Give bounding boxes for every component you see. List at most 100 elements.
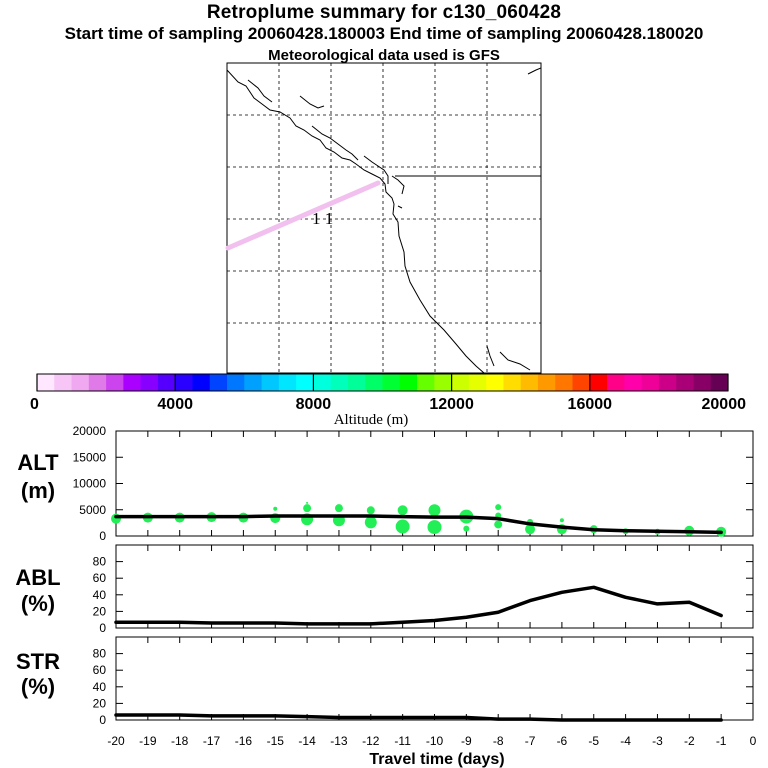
x-tick-label: -3 bbox=[652, 734, 663, 748]
scatter-point bbox=[494, 520, 503, 529]
colorbar-swatch bbox=[399, 374, 418, 391]
x-tick-label: -9 bbox=[461, 734, 472, 748]
x-tick-label: -1 bbox=[716, 734, 727, 748]
colorbar-swatch bbox=[451, 374, 470, 391]
sampling-times: Start time of sampling 20060428.180003 E… bbox=[64, 24, 704, 43]
colorbar-swatch bbox=[296, 374, 314, 391]
scatter-point bbox=[463, 525, 470, 532]
panel-alt: ALT (m) 20000 15000 10000 5000 0 bbox=[17, 424, 754, 543]
y-tick-label: 40 bbox=[93, 588, 107, 602]
met-data-note: Meteorological data used is GFS bbox=[268, 47, 500, 64]
chart-title: Retroplume summary for c130_060428 bbox=[206, 2, 562, 23]
colorbar-tick-label: 0 bbox=[30, 396, 39, 413]
scatter-point bbox=[395, 519, 410, 534]
scatter-point bbox=[397, 505, 408, 516]
x-tick-label: -15 bbox=[267, 734, 285, 748]
colorbar-swatch bbox=[123, 374, 142, 391]
scatter-point bbox=[334, 504, 343, 513]
x-tick-label: -6 bbox=[557, 734, 568, 748]
colorbar-swatch bbox=[572, 374, 591, 391]
panel-unit: (%) bbox=[21, 591, 55, 616]
y-tick-label: 10000 bbox=[73, 477, 107, 491]
x-tick-label: -18 bbox=[171, 734, 189, 748]
colorbar-tick-label: 20000 bbox=[702, 396, 747, 413]
x-tick-label: -13 bbox=[330, 734, 348, 748]
y-tick-label: 20 bbox=[93, 696, 107, 710]
x-tick-label: -8 bbox=[493, 734, 504, 748]
y-tick-label: 20 bbox=[93, 604, 107, 618]
colorbar-swatch bbox=[417, 374, 435, 391]
panel-frame bbox=[115, 544, 754, 629]
x-tick-label: -16 bbox=[235, 734, 253, 748]
x-tick-label: -20 bbox=[107, 734, 125, 748]
y-tick-label: 80 bbox=[93, 555, 107, 569]
colorbar-swatch bbox=[37, 374, 55, 391]
colorbar-swatch bbox=[209, 374, 228, 391]
colorbar-tick-label: 8000 bbox=[296, 396, 332, 413]
colorbar-swatch bbox=[244, 374, 263, 391]
panel-frame bbox=[115, 636, 754, 721]
panel-unit: (%) bbox=[21, 674, 55, 699]
scatter-point bbox=[495, 504, 502, 511]
colorbar-swatch bbox=[624, 374, 643, 391]
x-tick-label: -12 bbox=[362, 734, 380, 748]
series-line-alt bbox=[114, 514, 723, 535]
x-tick-label: -11 bbox=[394, 734, 411, 748]
panel-abl: ABL(%) 80 60 40 20 0 bbox=[15, 544, 754, 635]
x-axis-label: Travel time (days) bbox=[369, 751, 504, 768]
colorbar-swatch bbox=[365, 374, 383, 391]
colorbar-swatch bbox=[555, 374, 574, 391]
colorbar-swatch bbox=[607, 374, 625, 391]
colorbar-swatch bbox=[106, 374, 124, 391]
colorbar-swatch bbox=[520, 374, 539, 391]
colorbar-swatch bbox=[330, 374, 349, 391]
time-series-panels: ALT(m)20000150001000050000ABL(%)80604020… bbox=[15, 424, 754, 727]
x-tick-label: -14 bbox=[298, 734, 316, 748]
colorbar-swatch bbox=[192, 374, 211, 391]
x-tick-label: -4 bbox=[620, 734, 631, 748]
colorbar-swatch bbox=[227, 374, 245, 391]
colorbar-title: Altitude (m) bbox=[334, 412, 409, 428]
colorbar-swatch bbox=[537, 374, 556, 391]
colorbar-swatch bbox=[486, 374, 504, 391]
scatter-point bbox=[427, 520, 442, 535]
x-axis: -20 -19 -18 -17 -16 -15 -14 -13 -12 -11 -10 -9 -8 -7-… bbox=[107, 734, 756, 748]
colorbar-tick-label: 4000 bbox=[157, 396, 193, 413]
panel-label: ABL bbox=[15, 565, 60, 590]
x-tick-label: 0 bbox=[750, 734, 757, 748]
map-frame bbox=[226, 62, 542, 374]
colorbar-swatch bbox=[88, 374, 107, 391]
scatter-point bbox=[428, 504, 441, 517]
panel-unit: (m) bbox=[21, 478, 55, 503]
panel-str: STR(%) 80 60 40 20 0 bbox=[16, 636, 754, 727]
y-tick-label: 20000 bbox=[73, 424, 107, 438]
colorbar-swatch bbox=[261, 374, 280, 391]
colorbar-swatch bbox=[693, 374, 712, 391]
series-line-str bbox=[114, 713, 723, 722]
series-line-abl bbox=[114, 585, 723, 626]
scatter-point bbox=[366, 506, 375, 515]
scatter-point bbox=[273, 506, 278, 511]
y-tick-label: 40 bbox=[93, 680, 107, 694]
scatter-point bbox=[364, 516, 377, 529]
y-tick-label: 0 bbox=[99, 621, 106, 635]
colorbar-swatch bbox=[434, 374, 453, 391]
trajectory-path bbox=[225, 180, 381, 251]
day-marker-label: 1 1 bbox=[312, 209, 333, 228]
map-panel: 1 1 bbox=[225, 62, 542, 374]
panel-label: STR bbox=[16, 649, 60, 674]
colorbar-swatch bbox=[589, 374, 608, 391]
colorbar: 0 4000 8000 12000 16000 20000 Altitude (m) bbox=[30, 373, 747, 428]
x-tick-label: -7 bbox=[525, 734, 536, 748]
colorbar-swatch bbox=[347, 374, 366, 391]
colorbar-tick-label: 12000 bbox=[429, 396, 474, 413]
colorbar-swatch bbox=[658, 374, 677, 391]
colorbar-swatch bbox=[71, 374, 90, 391]
colorbar-swatch bbox=[676, 374, 694, 391]
scatter-point bbox=[306, 501, 309, 504]
x-tick-label: -19 bbox=[139, 734, 157, 748]
y-tick-label: 60 bbox=[93, 571, 107, 585]
colorbar-swatch bbox=[641, 374, 660, 391]
y-tick-label: 60 bbox=[93, 663, 107, 677]
